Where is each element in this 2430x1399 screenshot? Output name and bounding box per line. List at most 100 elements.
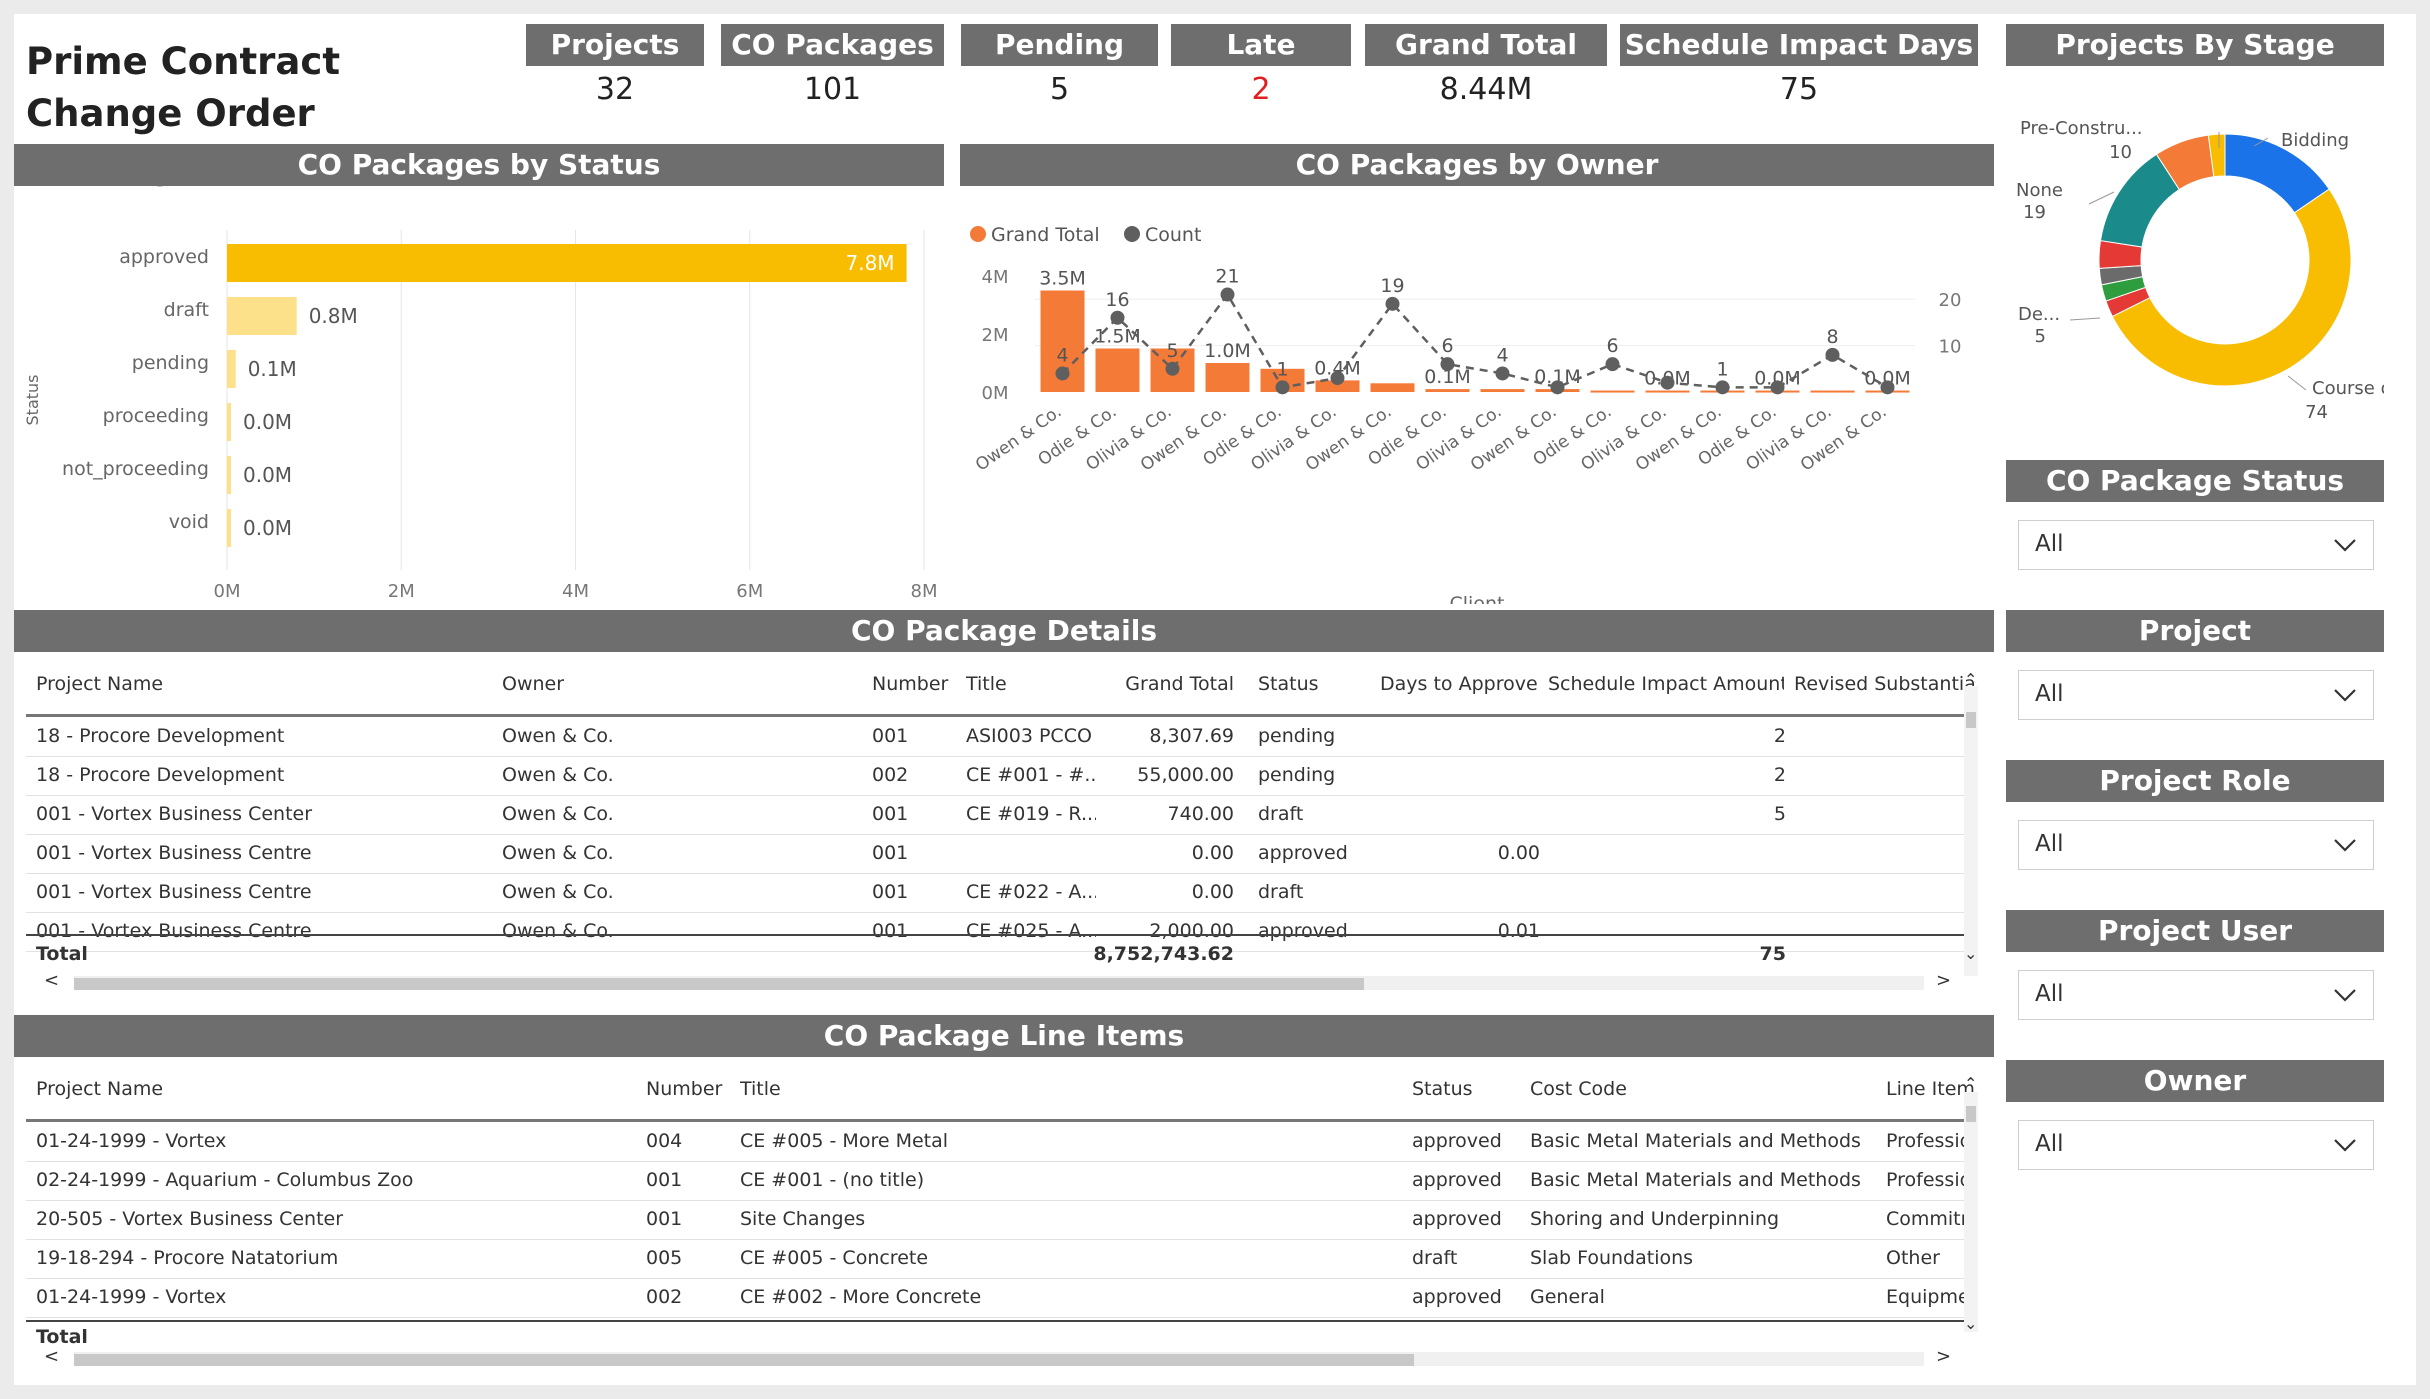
column-header[interactable]: Title <box>966 673 1007 695</box>
scroll-up-icon[interactable]: ⌃ <box>1964 1074 1978 1093</box>
column-header[interactable]: Line Item <box>1886 1078 1974 1100</box>
table-row[interactable]: 02-24-1999 - Aquarium - Columbus Zoo 001 C… <box>26 1161 1974 1201</box>
table-row[interactable]: 01-24-1999 - Vortex 002 CE #002 - More Con… <box>26 1278 1974 1318</box>
slicer-co-status-dropdown[interactable]: All <box>2018 520 2374 570</box>
scroll-down-icon[interactable]: ⌄ <box>1964 944 1978 963</box>
column-header[interactable]: Title <box>740 1078 781 1100</box>
count-point[interactable] <box>1495 366 1510 381</box>
line-items-v-scrollbar[interactable] <box>1964 1092 1978 1332</box>
column-header[interactable]: Number <box>872 673 949 695</box>
table-row[interactable]: 18 - Procore Development Owen & Co. 001 ASI… <box>26 717 1974 757</box>
table-row[interactable]: 01-24-1999 - Vortex 004 CE #005 - More Met… <box>26 1122 1974 1162</box>
donut-slice[interactable] <box>2207 133 2226 178</box>
count-point[interactable] <box>1605 357 1620 372</box>
count-point[interactable] <box>1550 380 1565 395</box>
bar[interactable] <box>227 350 236 388</box>
table-cell: CE #001 - (no title) <box>740 1169 925 1191</box>
count-point[interactable] <box>1825 347 1840 362</box>
bar[interactable] <box>1645 390 1690 393</box>
slicer-project-user-header: Project User <box>2006 910 2384 952</box>
details-v-scrollbar[interactable] <box>1964 686 1978 976</box>
bar[interactable] <box>227 456 231 494</box>
data-label: 1.0M <box>1204 340 1251 362</box>
column-header[interactable]: Owner <box>502 673 565 695</box>
table-row[interactable]: 001 - Vortex Business Centre Owen & Co. 00… <box>26 873 1974 913</box>
count-point[interactable] <box>1220 287 1235 302</box>
legend-label: Count <box>1145 224 1201 246</box>
count-point[interactable] <box>1055 366 1070 381</box>
leader-line <box>2069 317 2101 321</box>
column-header[interactable]: Cost Code <box>1530 1078 1627 1100</box>
count-point[interactable] <box>1715 380 1730 395</box>
table-cell: 002 <box>646 1286 683 1308</box>
bar[interactable] <box>227 403 231 441</box>
slicer-owner-header: Owner <box>2006 1060 2384 1102</box>
table-row[interactable]: 001 - Vortex Business Center Owen & Co. 00… <box>26 795 1974 835</box>
count-point[interactable] <box>1165 361 1180 376</box>
column-header[interactable]: Schedule Impact Amount <box>1548 673 1784 695</box>
bar[interactable] <box>1370 383 1415 392</box>
table-row[interactable]: 20-505 - Vortex Business Center 001 Site C… <box>26 1200 1974 1240</box>
bar[interactable] <box>1315 380 1360 392</box>
line-items-h-scroll-thumb[interactable] <box>74 1354 1414 1366</box>
table-row[interactable]: 001 - Vortex Business Centre Owen & Co. 00… <box>26 834 1974 874</box>
table-cell: 740.00 <box>1167 803 1234 825</box>
scroll-right-icon[interactable]: > <box>1936 1346 1952 1367</box>
kpi-schedule-impact-label: Schedule Impact Days <box>1620 24 1978 66</box>
chevron-down-icon <box>2334 989 2356 1002</box>
donut-label-name: None <box>2016 180 2063 201</box>
count-point[interactable] <box>1440 357 1455 372</box>
count-point[interactable] <box>1770 380 1785 395</box>
line-items-h-scrollbar[interactable] <box>74 1352 1924 1366</box>
count-point[interactable] <box>1385 296 1400 311</box>
y2-tick-label: 10 <box>1939 337 1962 358</box>
slicer-owner-dropdown[interactable]: All <box>2018 1120 2374 1170</box>
details-h-scrollbar[interactable] <box>74 976 1924 990</box>
bar[interactable] <box>1095 348 1140 393</box>
column-header[interactable]: Status <box>1258 673 1319 695</box>
donut-slice[interactable] <box>2111 188 2352 387</box>
x-tick-label: 0M <box>214 581 241 602</box>
bar[interactable] <box>1205 363 1250 392</box>
scroll-left-icon[interactable]: < <box>44 1346 60 1367</box>
count-point[interactable] <box>1880 380 1895 395</box>
column-header[interactable]: Grand Total <box>1125 673 1234 695</box>
table-row[interactable]: 18 - Procore Development Owen & Co. 002 CE … <box>26 756 1974 796</box>
scroll-right-icon[interactable]: > <box>1936 970 1952 991</box>
column-header[interactable]: Number <box>646 1078 723 1100</box>
count-point[interactable] <box>1275 380 1290 395</box>
bar[interactable] <box>227 509 231 547</box>
bar[interactable] <box>1810 390 1855 393</box>
count-point[interactable] <box>1330 371 1345 386</box>
bar[interactable] <box>227 244 907 282</box>
column-header[interactable]: Project Name <box>36 673 164 695</box>
scroll-down-icon[interactable]: ⌄ <box>1964 1314 1978 1333</box>
count-point[interactable] <box>1110 310 1125 325</box>
details-v-scroll-thumb[interactable] <box>1966 712 1976 728</box>
column-header[interactable]: Project Name <box>36 1078 164 1100</box>
table-cell: Owen & Co. <box>502 764 614 786</box>
scroll-left-icon[interactable]: < <box>44 970 60 991</box>
count-point[interactable] <box>1660 375 1675 390</box>
slicer-project-role-dropdown[interactable]: All <box>2018 820 2374 870</box>
stage-donut-chart[interactable]: Pre-Constru...10Bidding22None19De...5Cou… <box>2006 68 2384 448</box>
line-items-v-scroll-thumb[interactable] <box>1966 1106 1976 1122</box>
bar[interactable] <box>1480 389 1525 392</box>
slicer-project-dropdown[interactable]: All <box>2018 670 2374 720</box>
slicer-project-user-dropdown[interactable]: All <box>2018 970 2374 1020</box>
table-cell: 01-24-1999 - Vortex <box>36 1286 227 1308</box>
table-row[interactable]: 19-18-294 - Procore Natatorium 005 CE #005… <box>26 1239 1974 1279</box>
slicer-project-header: Project <box>2006 610 2384 652</box>
bar[interactable] <box>1590 390 1635 393</box>
scroll-up-icon[interactable]: ⌃ <box>1964 670 1978 689</box>
table-row[interactable]: 001 - Vortex Business Centre Owen & Co. 00… <box>26 912 1974 952</box>
table-cell: draft <box>1258 881 1304 903</box>
bar[interactable] <box>227 297 297 335</box>
bar[interactable] <box>1425 389 1470 392</box>
column-header[interactable]: Revised Substantial <box>1794 673 1974 695</box>
details-h-scroll-thumb[interactable] <box>74 978 1364 990</box>
status-bar-chart[interactable]: 0M 2M 4M 6M 8M Status approved 7.8M draft 0.8M pen… <box>14 190 944 604</box>
column-header[interactable]: Days to Approve <box>1380 673 1538 695</box>
column-header[interactable]: Status <box>1412 1078 1473 1100</box>
